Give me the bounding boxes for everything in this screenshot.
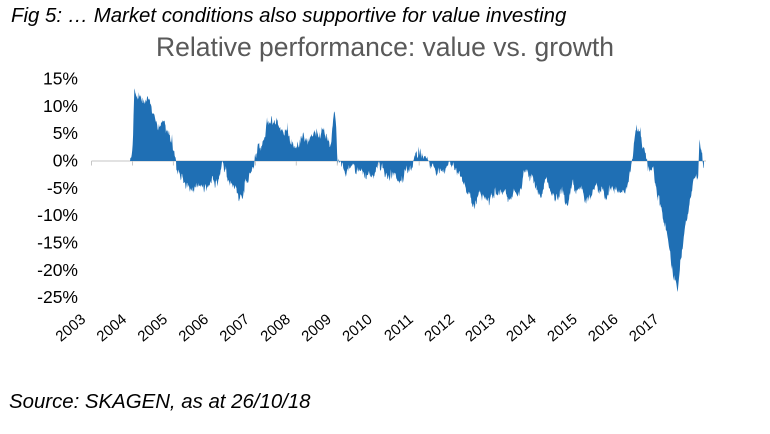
svg-text:2008: 2008	[257, 311, 293, 345]
svg-text:2011: 2011	[381, 311, 417, 345]
svg-text:2010: 2010	[339, 311, 375, 345]
svg-text:2014: 2014	[503, 311, 539, 345]
svg-text:-25%: -25%	[37, 287, 78, 307]
svg-text:10%: 10%	[43, 96, 78, 116]
svg-text:5%: 5%	[53, 123, 78, 143]
svg-text:-20%: -20%	[37, 260, 78, 280]
svg-text:2004: 2004	[94, 311, 130, 345]
svg-text:2003: 2003	[53, 311, 89, 345]
svg-text:15%: 15%	[43, 69, 78, 89]
svg-text:2012: 2012	[421, 311, 457, 345]
svg-text:0%: 0%	[53, 151, 78, 171]
svg-text:2013: 2013	[462, 311, 498, 345]
svg-text:2005: 2005	[134, 311, 170, 345]
svg-text:2017: 2017	[626, 311, 662, 345]
svg-text:2015: 2015	[544, 311, 580, 345]
svg-text:2009: 2009	[298, 311, 334, 345]
svg-text:2007: 2007	[216, 311, 252, 345]
svg-text:-5%: -5%	[47, 178, 78, 198]
svg-text:2016: 2016	[585, 311, 621, 345]
svg-text:-15%: -15%	[37, 233, 78, 253]
svg-text:-10%: -10%	[37, 205, 78, 225]
svg-text:2006: 2006	[175, 311, 211, 345]
